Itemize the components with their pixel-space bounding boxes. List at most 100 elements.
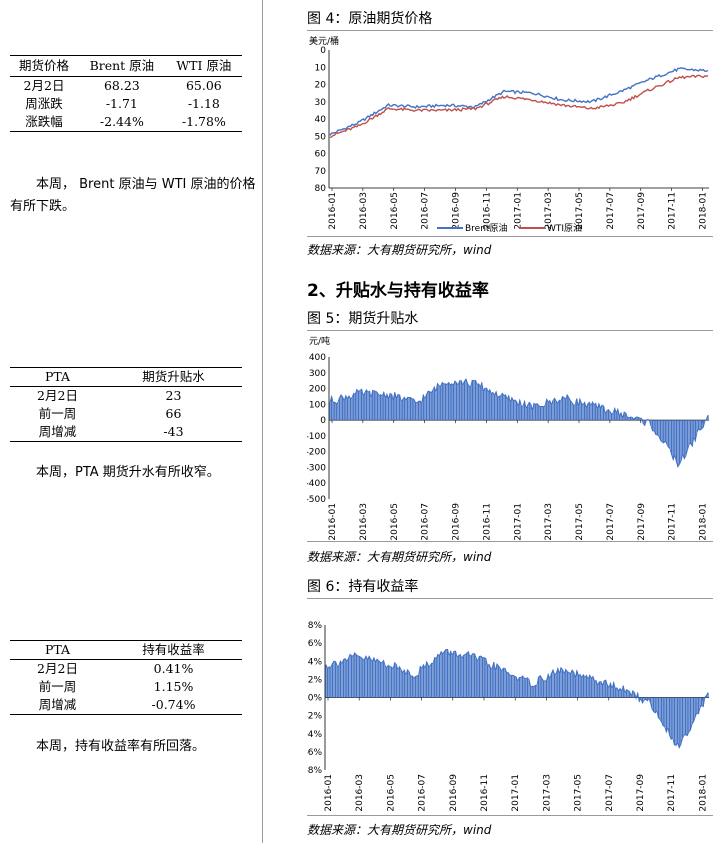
series-edge: [325, 648, 709, 749]
table-cell: 0.41%: [153, 661, 194, 676]
x-tick-label: 2017-03: [542, 774, 552, 812]
x-tick-label: 2018-01: [699, 192, 709, 230]
y-tick-label: 40: [315, 115, 327, 125]
table-cell: 65.06: [185, 78, 222, 93]
pta-basis-table: PTA 期货升贴水 2月2日 23 前一周 66 周增减 -43: [10, 367, 242, 442]
table-cell: 周增减: [38, 697, 77, 712]
table-cell: 68.23: [103, 78, 140, 93]
x-tick-label: 2016-05: [386, 774, 396, 812]
y-axis-label: 元/吨: [309, 335, 330, 347]
y-tick-label: -8%: [307, 766, 322, 776]
table-cell: -43: [163, 424, 184, 439]
table-cell: 前一周: [38, 406, 77, 421]
x-tick-label: 2017-01: [513, 192, 523, 230]
figure-6-title: 图 6：持有收益率: [307, 579, 419, 595]
x-tick-label: 2016-09: [449, 774, 459, 812]
figure-4-frame: [307, 30, 713, 237]
y-tick-label: -300: [307, 463, 326, 473]
table-cell: -1.18: [187, 96, 220, 111]
x-tick-label: 2016-01: [328, 192, 338, 230]
x-tick-label: 2017-11: [667, 774, 677, 812]
y-tick-label: 20: [315, 81, 327, 91]
paragraph-crude: 本周， Brent 原油与 WTI 原油的价格有所下跌。: [10, 177, 256, 214]
table-row: 前一周 1.15%: [10, 678, 242, 696]
table-cell: -2.44%: [99, 114, 144, 129]
figure-4-source: 数据来源：大有期货研究所，wind: [307, 243, 492, 257]
x-tick-label: 2017-07: [606, 192, 616, 230]
table-header-cell: WTI 原油: [176, 58, 232, 73]
y-tick-label: -200: [307, 448, 326, 458]
table-row: 2月2日 68.23 65.06: [10, 77, 242, 96]
table-row: 2月2日 0.41%: [10, 660, 242, 679]
y-tick-label: 70: [315, 167, 327, 177]
table-cell: 66: [165, 406, 182, 421]
figure-5-source: 数据来源：大有期货研究所，wind: [307, 550, 492, 564]
x-tick-label: 2016-03: [359, 192, 369, 230]
x-tick-label: 2016-05: [390, 503, 400, 540]
x-tick-label: 2017-01: [511, 774, 521, 812]
x-tick-label: 2016-11: [480, 774, 490, 812]
x-tick-label: 2016-07: [418, 774, 428, 812]
figure-5-title: 图 5：期货升贴水: [307, 311, 419, 327]
x-tick-label: 2017-09: [636, 774, 646, 812]
x-tick-label: 2018-01: [699, 503, 709, 540]
table-header-cell: Brent 原油: [89, 58, 155, 73]
table-header-row: PTA 持有收益率: [10, 640, 242, 660]
x-tick-label: 2016-07: [421, 192, 431, 230]
x-tick-label: 2018-01: [698, 774, 708, 812]
y-tick-label: 200: [309, 385, 326, 395]
figure-4-title: 图 4：原油期货价格: [307, 11, 433, 27]
series-edge: [329, 378, 709, 468]
y-tick-label: 6%: [308, 639, 323, 649]
legend-label: WTI原油: [547, 222, 582, 234]
table-row: 涨跌幅 -2.44% -1.78%: [10, 113, 242, 132]
figure-6-frame: [307, 598, 713, 816]
x-tick-label: 2017-01: [513, 503, 523, 540]
x-tick-label: 2017-11: [668, 503, 678, 540]
table-cell: 涨跌幅: [25, 114, 63, 129]
y-tick-label: 80: [315, 184, 327, 194]
x-tick-label: 2016-07: [421, 503, 431, 540]
x-tick-label: 2017-07: [606, 503, 616, 540]
x-tick-label: 2016-09: [452, 503, 462, 540]
x-tick-label: 2017-05: [575, 503, 585, 540]
y-tick-label: 400: [309, 353, 326, 363]
x-tick-label: 2017-05: [575, 192, 585, 230]
pta-carry-table: PTA 持有收益率 2月2日 0.41% 前一周 1.15% 周增减 -0.74…: [10, 640, 242, 715]
y-tick-label: 300: [309, 369, 326, 379]
table-header-cell: 期货价格: [18, 58, 69, 73]
table-cell: -1.78%: [181, 114, 226, 129]
basis-chart: 元/吨4003002001000-100-200-300-400-5002016…: [307, 335, 709, 540]
table-cell: 2月2日: [23, 78, 65, 93]
table-header-cell: PTA: [44, 642, 71, 657]
table-cell: 2月2日: [37, 661, 78, 676]
x-tick-label: 2017-07: [605, 774, 615, 812]
column-divider: [262, 0, 263, 843]
y-tick-label: -400: [307, 479, 326, 489]
y-tick-label: 0: [320, 46, 326, 56]
table-header-cell: PTA: [44, 369, 71, 384]
y-tick-label: 30: [315, 98, 327, 108]
table-row: 周涨跌 -1.71 -1.18: [10, 95, 242, 113]
y-tick-label: -4%: [307, 730, 322, 740]
section-title: 2、升贴水与持有收益率: [307, 281, 489, 301]
table-cell: -0.74%: [151, 697, 196, 712]
series-line: [329, 74, 709, 139]
x-tick-label: 2017-11: [668, 192, 678, 230]
x-tick-label: 2016-03: [355, 774, 365, 812]
y-tick-label: 100: [309, 400, 326, 410]
legend-label: Brent原油: [465, 222, 507, 234]
table-row: 周增减 -0.74%: [10, 696, 242, 715]
y-tick-label: 50: [315, 132, 327, 142]
x-tick-label: 2016-05: [390, 192, 400, 230]
table-header-cell: 期货升贴水: [142, 369, 205, 384]
x-tick-label: 2017-09: [637, 192, 647, 230]
table-cell: 周涨跌: [25, 96, 63, 111]
y-tick-label: -500: [307, 495, 326, 505]
y-tick-label: 0: [320, 416, 326, 426]
x-tick-label: 2017-03: [544, 192, 554, 230]
table-cell: 2月2日: [37, 388, 78, 403]
x-tick-label: 2016-09: [452, 192, 462, 230]
y-tick-label: 60: [315, 150, 327, 160]
